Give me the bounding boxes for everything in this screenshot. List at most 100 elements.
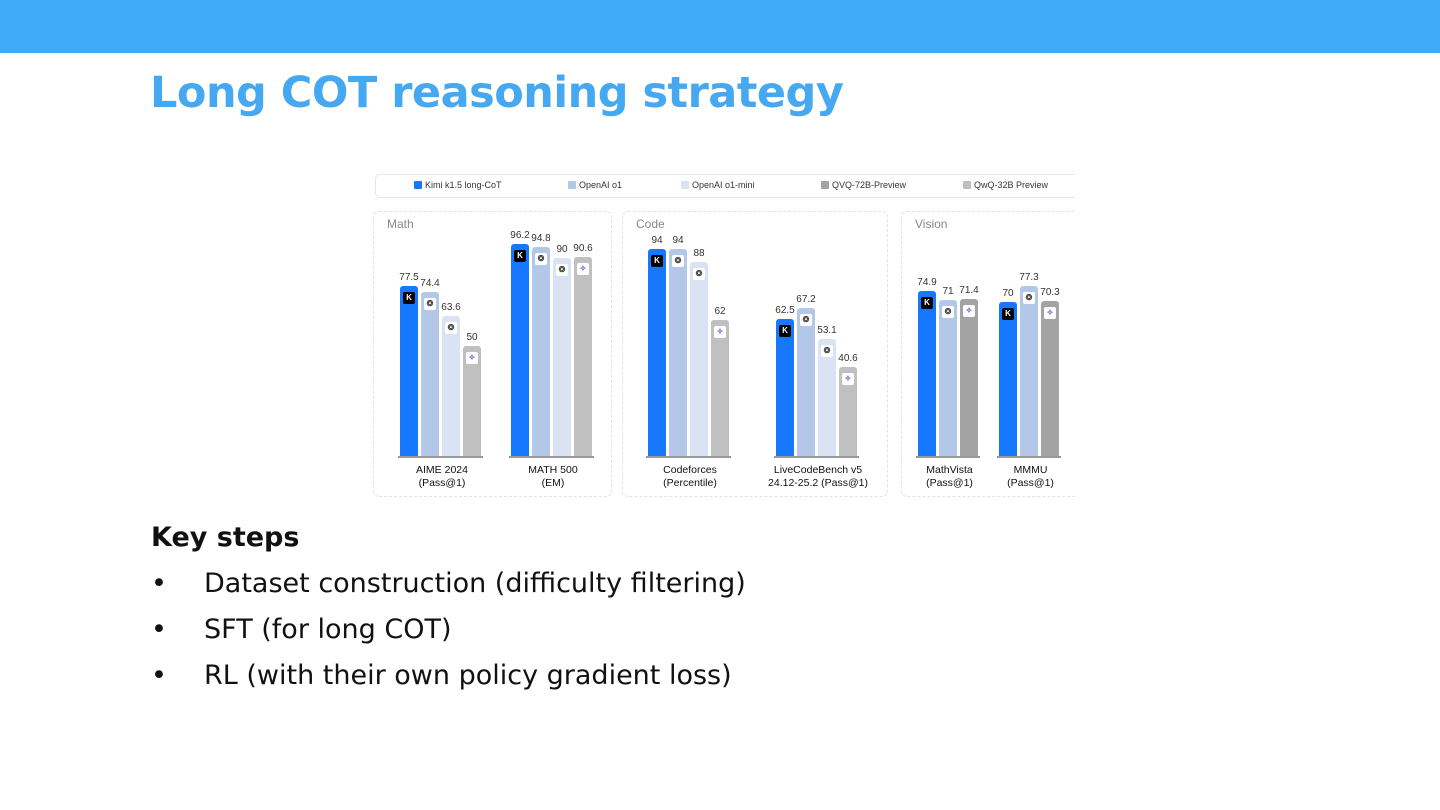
- panel-title: Code: [636, 217, 665, 231]
- kimi-k-icon: K: [514, 250, 526, 263]
- bar: [839, 366, 857, 456]
- category-label-line: (Pass@1): [926, 477, 973, 489]
- bar: [669, 249, 687, 456]
- legend-item: Kimi k1.5 long-CoT: [414, 180, 502, 190]
- openai-icon: ❂: [942, 305, 954, 318]
- openai-icon: ❂: [693, 268, 705, 281]
- category-label-line: MATH 500: [528, 464, 578, 476]
- legend-item: OpenAI o1-mini: [681, 180, 755, 190]
- data-label: 77.5: [399, 271, 419, 283]
- bullet-dot: •: [151, 568, 167, 599]
- openai-icon: ❂: [535, 253, 547, 266]
- bar: [421, 292, 439, 456]
- data-label: 53.1: [817, 325, 837, 337]
- legend-label: Kimi k1.5 long-CoT: [425, 180, 502, 190]
- legend-label: OpenAI o1-mini: [692, 180, 755, 190]
- data-label: 88: [693, 248, 705, 260]
- bar: [960, 298, 978, 456]
- bar: [532, 247, 550, 456]
- data-label: 94.8: [531, 233, 551, 245]
- legend-swatch: [681, 181, 689, 189]
- category-label: Codeforces (Percentile): [630, 464, 750, 490]
- legend-swatch: [414, 181, 422, 189]
- kimi-k-icon: K: [1002, 308, 1014, 320]
- x-axis-line: [509, 456, 594, 458]
- openai-icon: ❂: [445, 322, 457, 335]
- data-label: 74.9: [917, 277, 937, 289]
- data-label: 90.6: [573, 242, 593, 254]
- benchmark-bar-chart: Kimi k1.5 long-CoT OpenAI o1 OpenAI o1-min…: [372, 172, 1075, 498]
- category-label-line: LiveCodeBench v5: [773, 464, 863, 476]
- qwen-icon: ✧: [577, 262, 589, 275]
- legend-label: OpenAI o1: [579, 180, 623, 190]
- data-label: 77.3: [1019, 271, 1039, 283]
- x-axis-line: [774, 456, 859, 458]
- category-label-line: MathVista: [926, 464, 973, 476]
- data-label: 70: [1002, 288, 1014, 299]
- data-label: 94: [651, 235, 663, 247]
- legend-label: QwQ-32B Preview: [974, 180, 1049, 190]
- data-label: 71: [942, 285, 954, 297]
- kimi-k-icon: K: [651, 255, 663, 268]
- bullet-dot: •: [151, 614, 167, 645]
- data-label: 71.4: [959, 284, 979, 296]
- data-label: 67.2: [796, 294, 816, 306]
- qwen-icon: ✧: [963, 304, 975, 317]
- bar: [818, 339, 836, 456]
- data-label: 94: [672, 235, 684, 247]
- kimi-k-icon: K: [779, 324, 791, 337]
- category-label: AIME 2024 (Pass@1): [382, 464, 502, 490]
- panel-title: Math: [387, 217, 414, 231]
- chart-panel: Vision: [901, 211, 1075, 497]
- category-label-line: (EM): [541, 477, 565, 489]
- qwen-icon: ✧: [714, 325, 726, 338]
- legend-item: QwQ-32B Preview: [963, 180, 1048, 190]
- qwen-icon: ✧: [842, 372, 854, 385]
- bullet-dot: •: [151, 660, 167, 691]
- bar: [553, 258, 571, 456]
- category-label-line: (Pass@1): [1007, 477, 1054, 489]
- category-label-line: 24.12-25.2 (Pass@1): [768, 477, 868, 489]
- category-label: LiveCodeBench v5 24.12-25.2 (Pass@1): [758, 464, 878, 490]
- data-label: 96.2: [510, 230, 530, 242]
- category-label-line: Codeforces: [663, 464, 717, 476]
- openai-icon: ❂: [800, 314, 812, 327]
- openai-icon: ❂: [821, 345, 833, 358]
- legend-swatch: [568, 181, 576, 189]
- category-label-line: (Pass@1): [418, 477, 466, 489]
- bar: [400, 285, 418, 456]
- x-axis-line: [398, 456, 483, 458]
- bullet-text: Dataset construction (difficulty filteri…: [204, 568, 746, 599]
- legend-item: QVQ-72B-Preview: [821, 180, 906, 190]
- category-label: MathVista (Pass@1): [890, 464, 1010, 490]
- x-axis-line: [916, 456, 980, 458]
- openai-icon: ❂: [672, 255, 684, 268]
- bar: [463, 346, 481, 456]
- bar: [797, 308, 815, 456]
- x-axis-line: [997, 456, 1061, 458]
- data-label: 40.6: [838, 352, 858, 364]
- legend-label: QVQ-72B-Preview: [832, 180, 907, 190]
- x-axis-line: [646, 456, 731, 458]
- kimi-k-icon: K: [921, 297, 933, 310]
- category-label-line: AIME 2024: [416, 464, 468, 476]
- openai-icon: ❂: [424, 298, 436, 311]
- chart-panel: Math: [373, 211, 612, 497]
- bar: [442, 316, 460, 456]
- bar: [999, 302, 1017, 456]
- bullet-text: SFT (for long COT): [204, 614, 452, 645]
- chart-legend: Kimi k1.5 long-CoT OpenAI o1 OpenAI o1-min…: [375, 174, 1075, 198]
- data-label: 62.5: [775, 304, 795, 316]
- data-label: 90: [556, 244, 568, 255]
- bar: [1041, 301, 1059, 456]
- bar: [939, 299, 957, 456]
- data-label: 70.3: [1040, 287, 1060, 299]
- panel-title: Vision: [915, 217, 948, 231]
- bar: [648, 249, 666, 456]
- category-label-line: (Percentile): [663, 477, 717, 489]
- bar: [711, 319, 729, 456]
- data-label: 50: [466, 332, 478, 343]
- kimi-k-icon: K: [403, 291, 415, 304]
- legend-swatch: [963, 181, 971, 189]
- bar: [776, 318, 794, 456]
